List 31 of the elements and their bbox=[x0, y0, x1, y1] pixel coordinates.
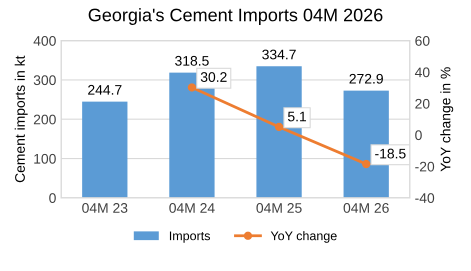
x-tick-label: 04M 24 bbox=[169, 203, 215, 213]
data-label: 30.2 bbox=[200, 72, 227, 82]
x-tick-label: 04M 26 bbox=[344, 203, 389, 213]
data-label: 5.1 bbox=[288, 112, 306, 122]
y-tick-label: 0 bbox=[49, 193, 56, 203]
y2-axis-title: YoY change in % bbox=[440, 67, 454, 172]
y-tick-label: 300 bbox=[34, 75, 56, 86]
y2-tick-label: 20 bbox=[415, 98, 430, 109]
data-label: 334.7 bbox=[262, 50, 296, 60]
y2-tick-label: 60 bbox=[415, 36, 430, 46]
legend-label: Imports bbox=[170, 232, 210, 243]
y2-tick-label: 40 bbox=[414, 67, 430, 78]
x-tick-label: 04M 25 bbox=[256, 203, 302, 213]
y-tick-label: 100 bbox=[34, 154, 56, 164]
bar bbox=[82, 102, 128, 198]
data-label: -18.5 bbox=[375, 148, 406, 159]
chart-title: Georgia's Cement Imports 04M 2026 bbox=[88, 8, 382, 25]
legend-label: YoY change bbox=[270, 231, 337, 243]
point bbox=[362, 160, 370, 168]
x-tick-label: 04M 23 bbox=[82, 203, 128, 213]
data-label: 272.9 bbox=[350, 74, 383, 84]
y2-tick-label: -40 bbox=[415, 193, 434, 203]
point bbox=[188, 83, 196, 92]
point bbox=[274, 122, 284, 132]
data-label: 318.5 bbox=[175, 56, 209, 66]
y2-tick-label: 0 bbox=[415, 130, 422, 140]
y-tick-label: 200 bbox=[34, 114, 56, 124]
y2-tick-label: -20 bbox=[415, 162, 434, 172]
y-tick-label: 400 bbox=[34, 36, 56, 46]
y-axis-title: Cement imports in kt bbox=[14, 56, 28, 182]
data-label: 244.7 bbox=[88, 84, 122, 95]
